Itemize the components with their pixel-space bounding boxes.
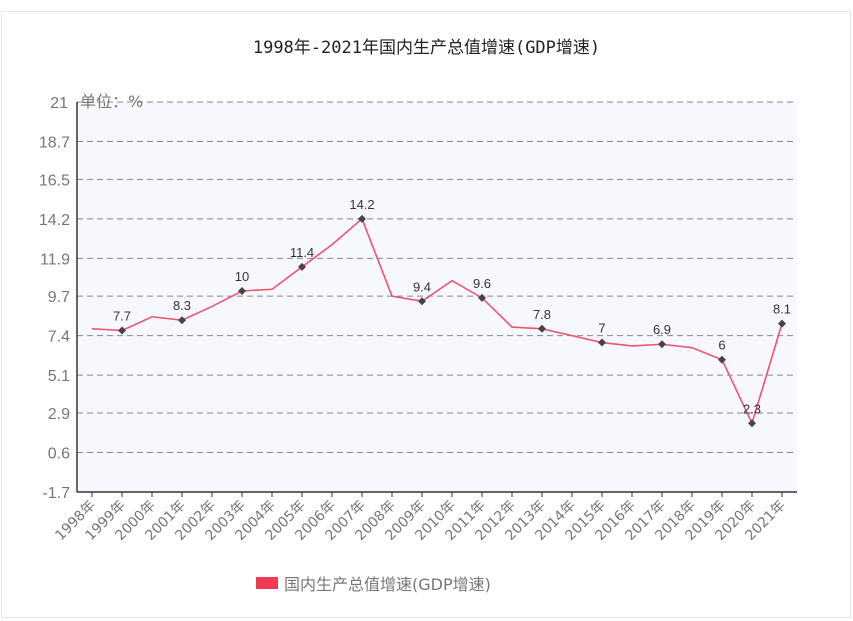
data-label: 6 xyxy=(718,338,725,353)
diamond-marker-icon xyxy=(178,316,186,325)
diamond-marker-icon xyxy=(478,293,486,302)
data-label: 14.2 xyxy=(349,197,374,212)
diamond-marker-icon xyxy=(118,326,126,335)
diamond-marker-icon xyxy=(418,297,426,306)
diamond-marker-icon xyxy=(718,355,726,364)
diamond-marker-icon xyxy=(538,324,546,333)
y-tick-label: -1.7 xyxy=(42,485,70,502)
y-tick-label: 16.5 xyxy=(39,172,70,189)
legend-label: 国内生产总值增速(GDP增速) xyxy=(284,575,491,594)
data-label: 7.8 xyxy=(533,307,551,322)
data-label: 8.3 xyxy=(173,298,191,313)
data-label: 9.6 xyxy=(473,276,491,291)
data-label: 2.3 xyxy=(743,401,761,416)
data-label: 11.4 xyxy=(290,245,314,260)
y-tick-label: 11.9 xyxy=(40,251,70,268)
diamond-marker-icon xyxy=(778,319,786,328)
diamond-marker-icon xyxy=(298,262,306,271)
chart-frame xyxy=(1,11,851,618)
y-tick-label: 7.4 xyxy=(48,329,70,346)
y-tick-label: 18.7 xyxy=(39,135,70,152)
data-label: 7 xyxy=(598,321,605,336)
diamond-marker-icon xyxy=(598,338,606,347)
data-label: 10 xyxy=(235,269,249,284)
y-tick-label: 2.9 xyxy=(48,406,70,423)
chart-title: 1998年-2021年国内生产总值增速(GDP增速) xyxy=(252,38,601,58)
data-label: 7.7 xyxy=(113,309,131,324)
legend-swatch-icon xyxy=(256,577,278,589)
data-line xyxy=(91,217,783,426)
unit-label: 单位：% xyxy=(80,92,143,111)
diamond-marker-icon xyxy=(748,419,756,428)
data-label: 8.1 xyxy=(773,302,791,317)
diamond-marker-icon xyxy=(658,340,666,349)
y-tick-label: 14.2 xyxy=(39,212,70,229)
y-tick-label: 9.7 xyxy=(48,289,70,306)
plot-area xyxy=(77,102,797,492)
y-tick-label: 0.6 xyxy=(48,445,70,462)
diamond-marker-icon xyxy=(238,286,246,295)
y-tick-label: 5.1 xyxy=(48,368,70,385)
data-label: 9.4 xyxy=(413,279,431,294)
diamond-marker-icon xyxy=(358,214,366,223)
data-label: 6.9 xyxy=(653,322,671,337)
y-tick-label: 21 xyxy=(50,95,68,112)
legend[interactable]: 国内生产总值增速(GDP增速) xyxy=(256,571,491,595)
